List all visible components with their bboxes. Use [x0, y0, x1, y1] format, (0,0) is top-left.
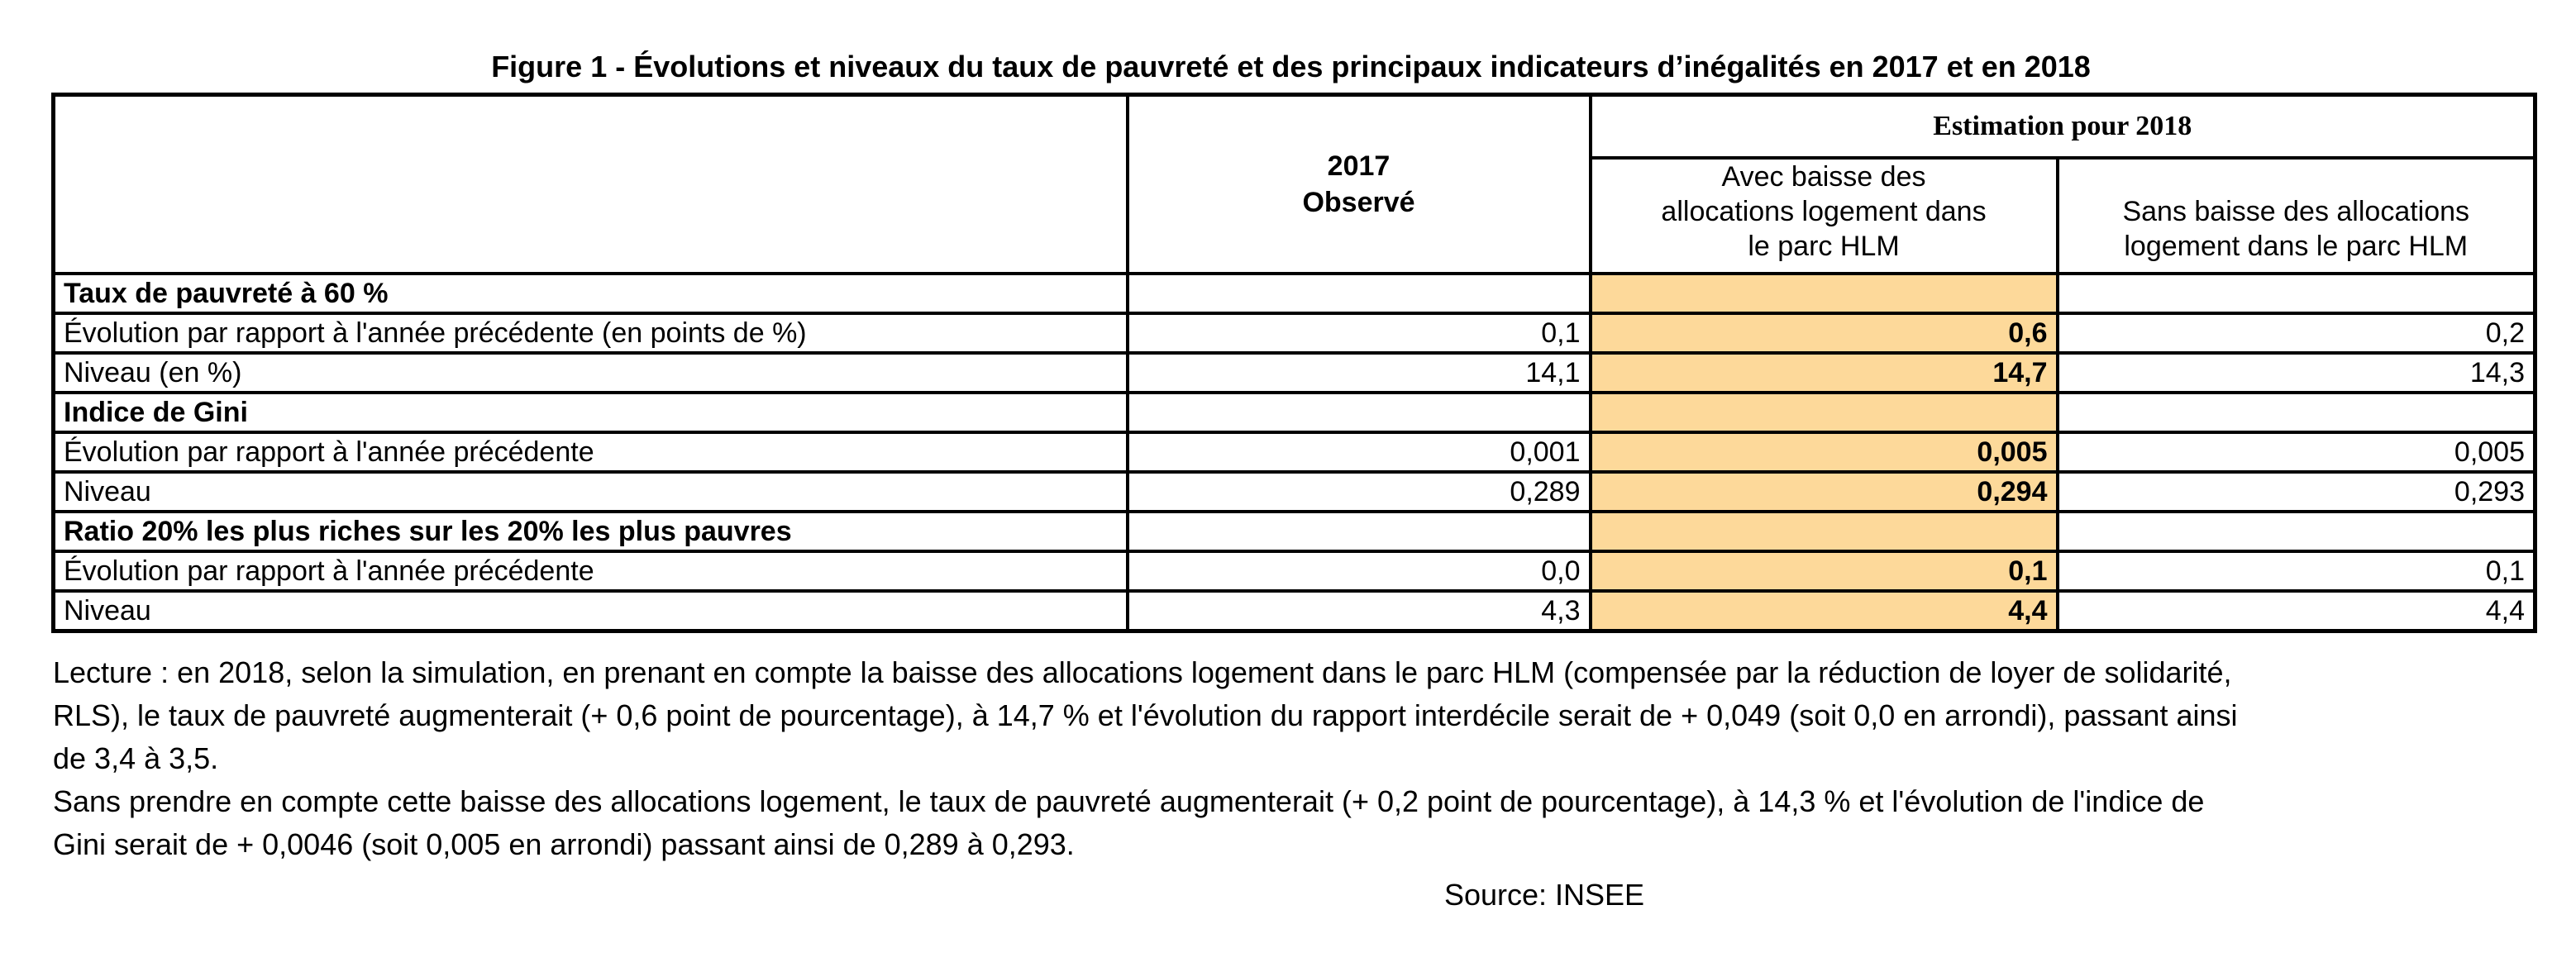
table-row: Niveau 4,3 4,4 4,4 — [51, 589, 2537, 633]
table-row: Indice de Gini — [51, 391, 2537, 434]
value-avec-cell — [1588, 510, 2059, 553]
indicators-table: 2017 Observé Estimation pour 2018 Avec b… — [51, 93, 2538, 633]
value-2017-cell — [1125, 272, 1592, 315]
note-line: de 3,4 à 3,5. — [53, 741, 219, 775]
value-avec-cell: 0,6 — [1588, 312, 2059, 355]
table-row: Niveau (en %) 14,1 14,7 14,3 — [51, 351, 2537, 394]
value-avec-cell: 0,294 — [1588, 470, 2059, 513]
header-avec-line1: Avec baisse des — [1721, 161, 1926, 193]
value-2017-cell — [1125, 510, 1592, 553]
header-empty-cell — [51, 93, 1129, 275]
value-2017-cell: 0,289 — [1125, 470, 1592, 513]
row-label-cell: Niveau (en %) — [51, 351, 1129, 394]
value-avec-cell: 14,7 — [1588, 351, 2059, 394]
header-avec-cell: Avec baisse des allocations logement dan… — [1588, 156, 2059, 275]
table-row: Taux de pauvreté à 60 % — [51, 272, 2537, 315]
value-avec-cell: 0,1 — [1588, 550, 2059, 593]
header-2017-line2: Observé — [1302, 187, 1415, 218]
value-sans-cell: 0,2 — [2055, 312, 2537, 355]
row-label-cell: Évolution par rapport à l'année précéden… — [51, 312, 1129, 355]
value-avec-cell — [1588, 391, 2059, 434]
header-sans-line2: logement dans le parc HLM — [2124, 231, 2469, 262]
row-label-cell: Évolution par rapport à l'année précéden… — [51, 550, 1129, 593]
header-2017-cell: 2017 Observé — [1125, 93, 1592, 275]
value-sans-cell: 0,293 — [2055, 470, 2537, 513]
table-row: Ratio 20% les plus riches sur les 20% le… — [51, 510, 2537, 553]
value-sans-cell — [2055, 272, 2537, 315]
lecture-note: Lecture : en 2018, selon la simulation, … — [53, 651, 2576, 866]
value-sans-cell — [2055, 391, 2537, 434]
value-sans-cell: 0,1 — [2055, 550, 2537, 593]
value-avec-cell: 4,4 — [1588, 589, 2059, 633]
header-avec-line3: le parc HLM — [1748, 231, 1900, 262]
header-sans-line1: Sans baisse des allocations — [2122, 196, 2470, 227]
row-label-cell: Évolution par rapport à l'année précéden… — [51, 431, 1129, 474]
value-avec-cell: 0,005 — [1588, 431, 2059, 474]
value-2017-cell: 0,0 — [1125, 550, 1592, 593]
table-row: Évolution par rapport à l'année précéden… — [51, 312, 2537, 355]
header-avec-line2: allocations logement dans — [1661, 196, 1987, 227]
value-2017-cell — [1125, 391, 1592, 434]
source-label: Source: INSEE — [1443, 878, 1645, 912]
row-label-cell: Niveau — [51, 470, 1129, 513]
row-label-cell: Indice de Gini — [51, 391, 1129, 434]
table-row: Évolution par rapport à l'année précéden… — [51, 550, 2537, 593]
header-row-top: 2017 Observé Estimation pour 2018 — [51, 93, 2537, 275]
value-2017-cell: 0,001 — [1125, 431, 1592, 474]
figure-title: Figure 1 - Évolutions et niveaux du taux… — [491, 50, 2091, 83]
header-2017-line1: 2017 — [1327, 150, 1391, 182]
value-2017-cell: 0,1 — [1125, 312, 1592, 355]
row-label-cell: Taux de pauvreté à 60 % — [51, 272, 1129, 315]
value-2017-cell: 14,1 — [1125, 351, 1592, 394]
note-line: Gini serait de + 0,0046 (soit 0,005 en a… — [53, 827, 1075, 861]
note-line: Sans prendre en compte cette baisse des … — [53, 784, 2205, 818]
table-row: Évolution par rapport à l'année précéden… — [51, 431, 2537, 474]
note-line: Lecture : en 2018, selon la simulation, … — [53, 655, 2232, 689]
value-sans-cell: 4,4 — [2055, 589, 2537, 633]
value-sans-cell: 0,005 — [2055, 431, 2537, 474]
value-avec-cell — [1588, 272, 2059, 315]
value-sans-cell: 14,3 — [2055, 351, 2537, 394]
header-sans-cell: Sans baisse des allocations logement dan… — [2055, 156, 2537, 275]
value-sans-cell — [2055, 510, 2537, 553]
table-row: Niveau 0,289 0,294 0,293 — [51, 470, 2537, 513]
header-row-sub: Avec baisse des allocations logement dan… — [54, 156, 2537, 275]
header-estimation-cell: Estimation pour 2018 — [1588, 93, 2537, 160]
row-label-cell: Niveau — [51, 589, 1129, 633]
value-2017-cell: 4,3 — [1125, 589, 1592, 633]
row-label-cell: Ratio 20% les plus riches sur les 20% le… — [51, 510, 1129, 553]
note-line: RLS), le taux de pauvreté augmenterait (… — [53, 698, 2238, 732]
